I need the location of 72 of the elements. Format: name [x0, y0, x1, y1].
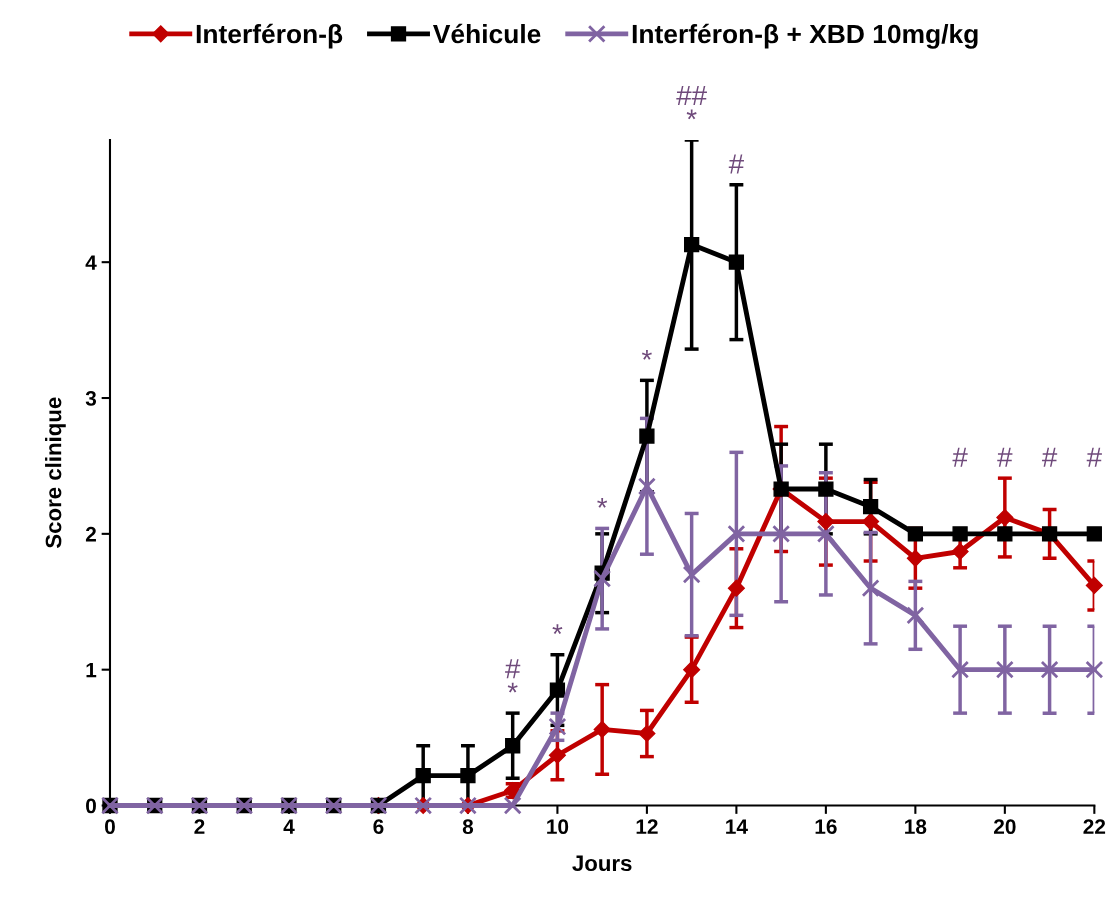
y-tick-label: 3	[85, 391, 97, 406]
point	[503, 796, 522, 815]
annotation: #	[505, 659, 521, 679]
x-tick-label: 6	[373, 819, 384, 834]
point	[951, 542, 969, 561]
point	[818, 481, 834, 497]
point	[549, 682, 566, 698]
point	[684, 236, 700, 253]
point	[639, 428, 655, 444]
annotation: #	[1041, 447, 1058, 467]
point	[772, 524, 791, 543]
point	[683, 661, 701, 679]
point	[415, 767, 431, 784]
annotation: #	[1086, 447, 1102, 467]
annotation: *	[641, 349, 652, 360]
annotation: #	[952, 447, 968, 467]
point	[1085, 660, 1104, 679]
y-axis-title: Score clinique	[45, 397, 66, 549]
annotation: *	[686, 109, 697, 120]
annotation: #	[728, 154, 744, 174]
point	[817, 513, 835, 531]
x-tick-label: 20	[993, 819, 1016, 834]
point	[906, 549, 924, 567]
x-tick-label: 18	[905, 819, 927, 834]
annotation: ##	[676, 86, 707, 105]
x-tick-label: 22	[1083, 819, 1106, 834]
y-tick-label: 2	[85, 526, 96, 542]
x-tick-label: 4	[283, 819, 295, 834]
point	[907, 526, 924, 542]
legend-label: Véhicule	[433, 23, 541, 44]
x-tick-label: 8	[462, 819, 474, 834]
point	[997, 526, 1013, 542]
point	[1085, 576, 1103, 595]
point	[727, 579, 745, 597]
x-tick-label: 0	[105, 819, 115, 834]
point	[995, 660, 1014, 679]
y-tick-label: 1	[86, 662, 97, 678]
point	[638, 724, 656, 743]
legend-label: Interféron-β	[196, 23, 343, 49]
point	[1086, 526, 1102, 542]
point	[682, 565, 701, 584]
y-tick-label: 4	[85, 255, 97, 270]
legend-label: Interféron-β + XBD 10mg/kg	[632, 23, 978, 49]
point	[861, 579, 880, 598]
point	[593, 720, 611, 738]
point	[951, 660, 970, 679]
point	[505, 738, 521, 754]
point	[460, 767, 476, 784]
y-tick-label: 0	[86, 798, 96, 814]
point	[637, 477, 656, 496]
point	[1040, 660, 1059, 679]
annotation: #	[997, 447, 1013, 467]
point	[728, 254, 745, 270]
point	[548, 746, 566, 764]
x-tick-label: 10	[547, 819, 569, 834]
point	[862, 499, 879, 515]
point	[727, 524, 746, 543]
x-tick-label: 12	[636, 819, 658, 834]
annotation: *	[507, 682, 518, 693]
point	[952, 526, 968, 542]
point	[548, 717, 567, 736]
point	[996, 508, 1014, 527]
annotation: *	[597, 497, 608, 508]
x-tick-label: 2	[194, 819, 205, 834]
x-axis-title: Jours	[572, 855, 632, 872]
point	[593, 569, 612, 588]
x-tick-label: 14	[726, 819, 748, 834]
point	[906, 606, 925, 625]
point	[816, 524, 835, 543]
annotation: *	[552, 624, 563, 635]
point	[862, 513, 880, 531]
x-tick-label: 16	[815, 819, 837, 834]
